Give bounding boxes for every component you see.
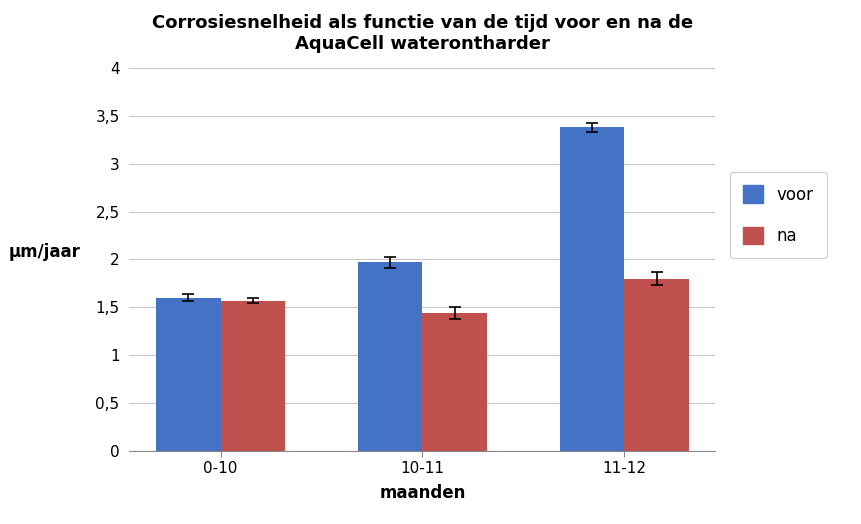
Text: μm/jaar: μm/jaar [9, 243, 80, 260]
Bar [623, 279, 688, 451]
Legend: voor, na: voor, na [728, 172, 826, 258]
Title: Corrosiesnelheid als functie van de tijd voor en na de
AquaCell waterontharder: Corrosiesnelheid als functie van de tijd… [152, 14, 692, 53]
Bar [220, 300, 285, 451]
Bar [357, 262, 422, 451]
Bar [422, 313, 486, 451]
X-axis label: maanden: maanden [379, 484, 465, 503]
Bar [559, 127, 623, 451]
Bar [156, 298, 220, 451]
